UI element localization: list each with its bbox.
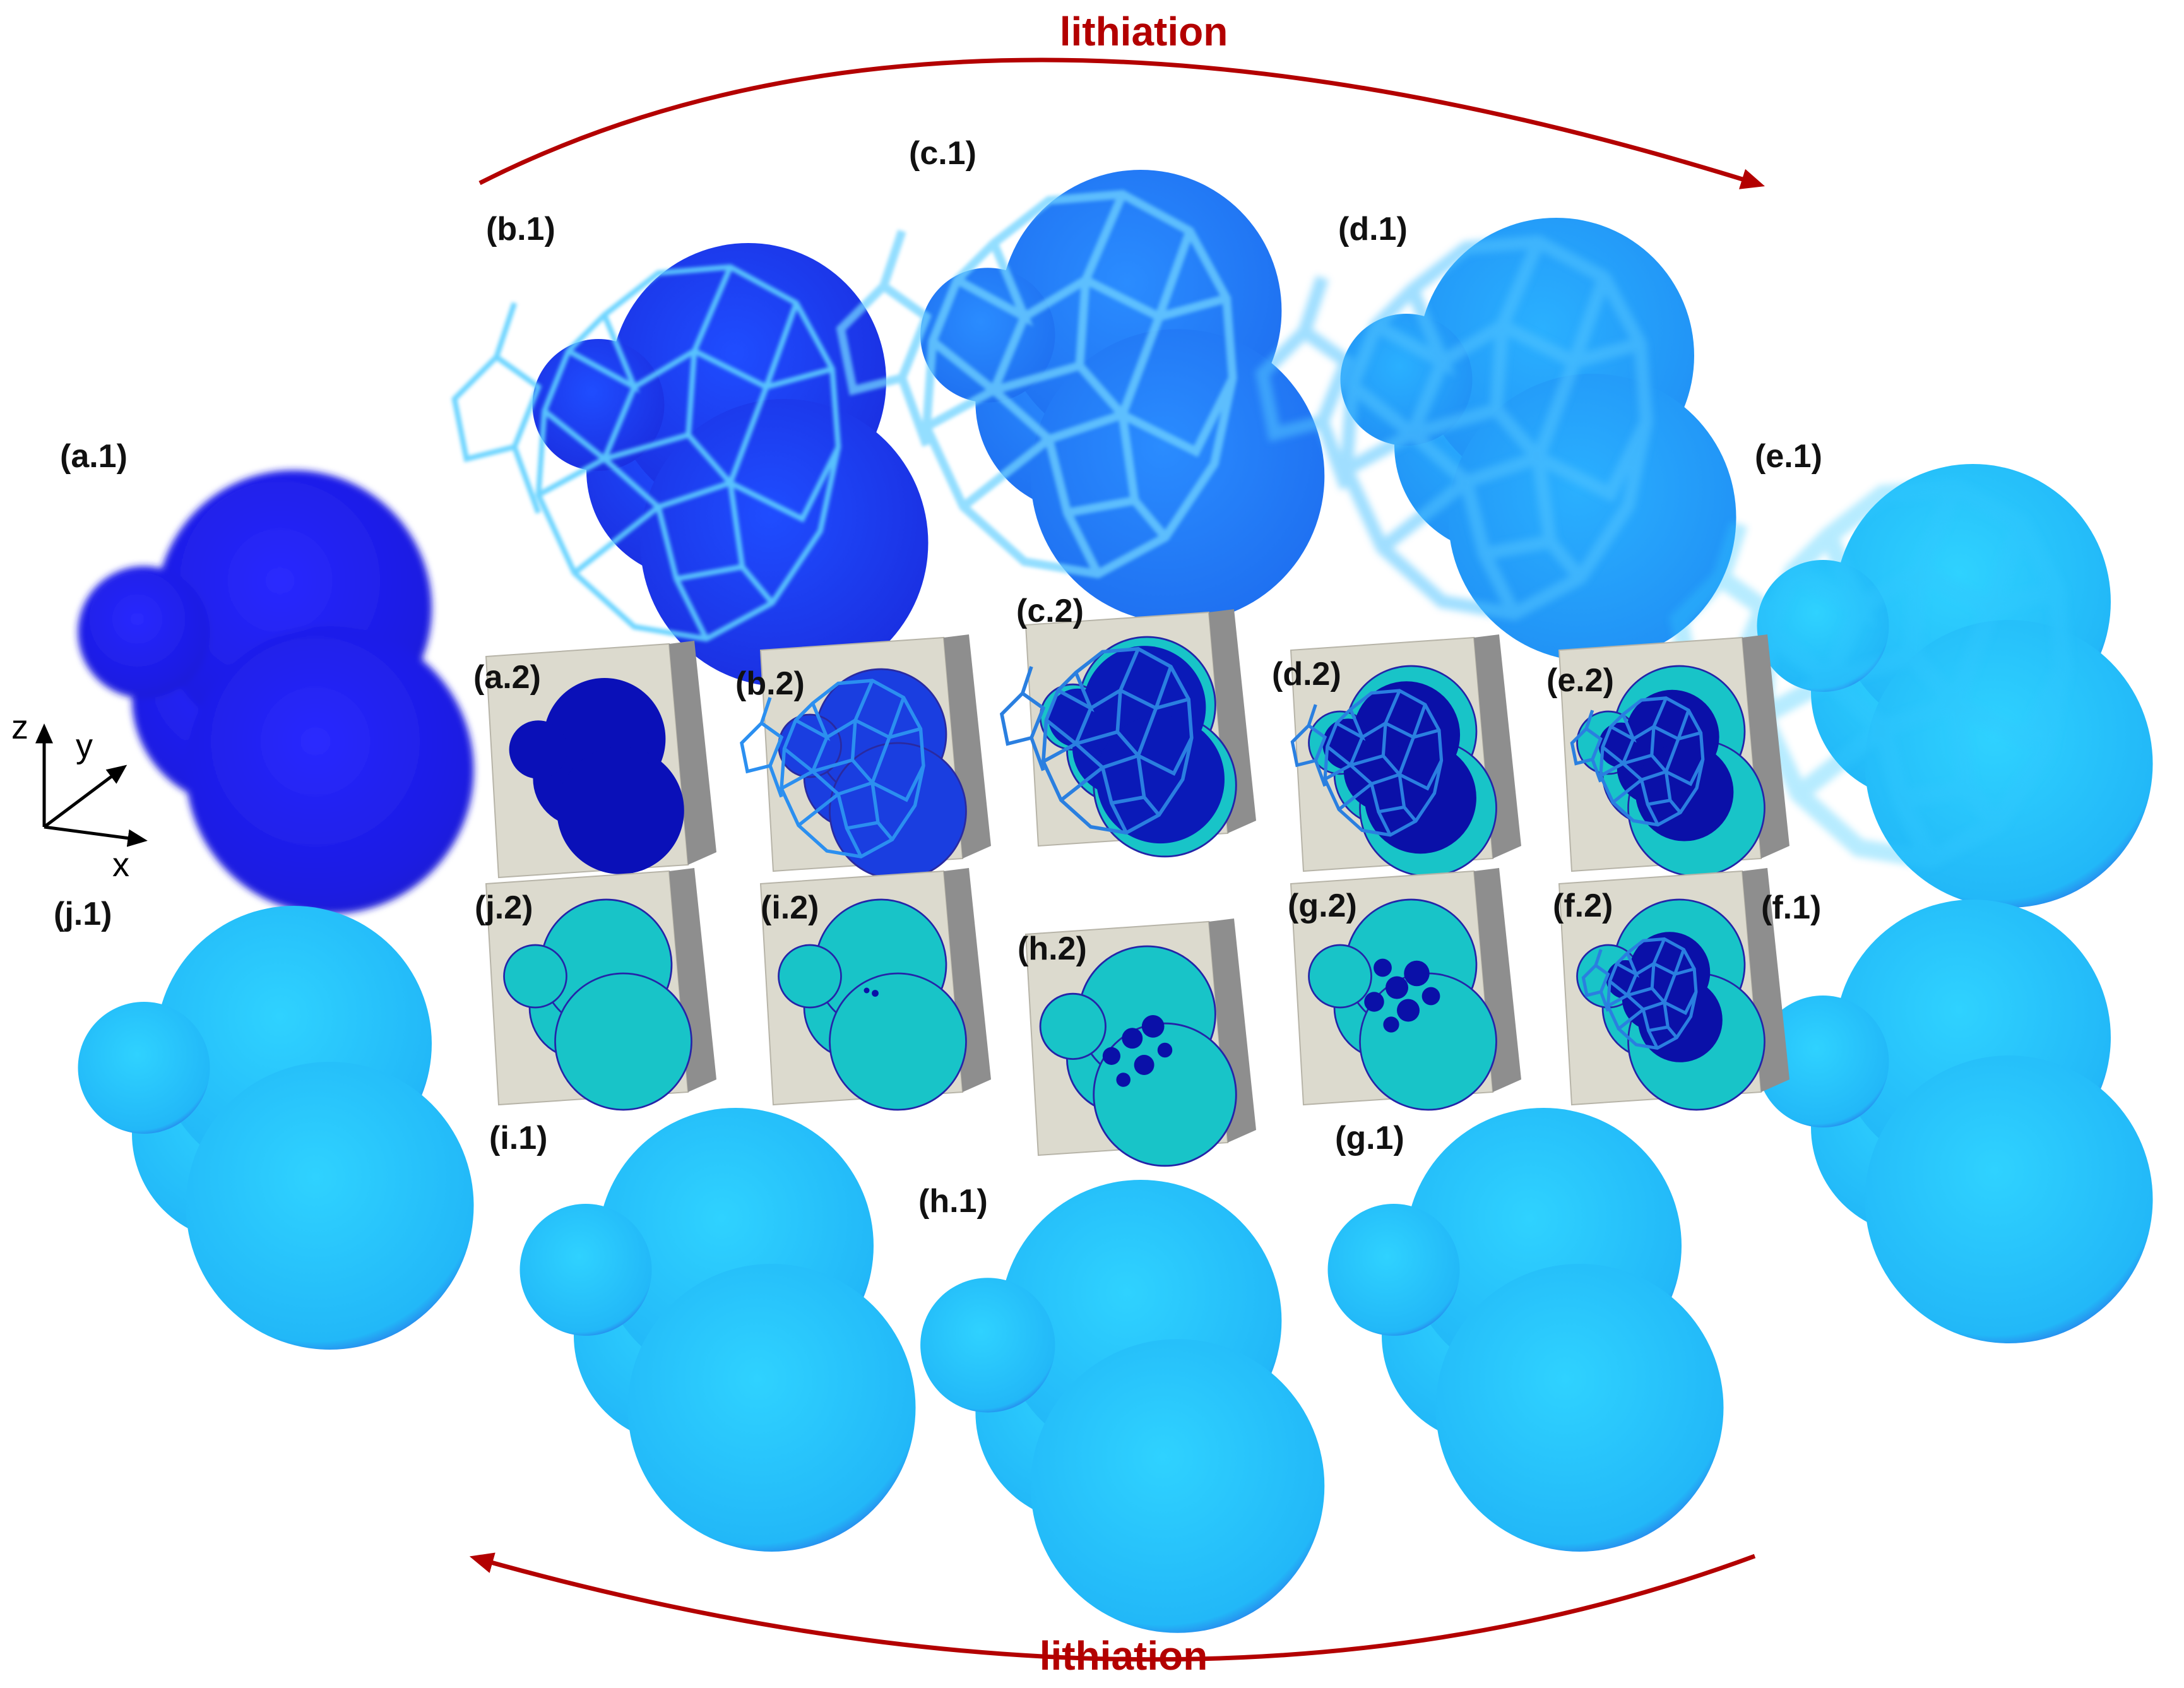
particle-a1 xyxy=(78,470,474,914)
label-f1: (f.1) xyxy=(1761,889,1821,926)
axes-triad: z y x xyxy=(11,708,148,884)
label-g2: (g.2) xyxy=(1288,888,1357,924)
label-c2: (c.2) xyxy=(1016,593,1084,629)
particle-f1 xyxy=(1757,900,2153,1343)
label-b1: (b.1) xyxy=(486,211,555,247)
label-a1: (a.1) xyxy=(60,438,128,475)
particle-g1 xyxy=(1327,1108,1724,1552)
label-c1: (c.1) xyxy=(909,135,976,172)
top-arrow-label: lithiation xyxy=(1060,9,1228,54)
slice-h2 xyxy=(1025,918,1257,1167)
label-e1: (e.1) xyxy=(1755,438,1822,475)
bottom-lithiation-arrow xyxy=(469,1552,1756,1662)
label-j1: (j.1) xyxy=(54,896,112,932)
label-d1: (d.1) xyxy=(1338,211,1408,247)
particle-j1 xyxy=(78,906,474,1350)
slice-g2 xyxy=(1290,867,1522,1111)
particle-d1 xyxy=(1262,218,1736,662)
slice-c2 xyxy=(1002,609,1257,858)
slice-i2 xyxy=(760,867,992,1111)
label-a2: (a.2) xyxy=(473,659,541,696)
label-d2: (d.2) xyxy=(1272,656,1341,692)
label-h1: (h.1) xyxy=(918,1183,988,1220)
axis-y-label: y xyxy=(76,727,93,765)
axis-z-label: z xyxy=(11,708,28,746)
label-f2: (f.2) xyxy=(1553,888,1613,924)
label-h2: (h.2) xyxy=(1018,930,1087,967)
label-i2: (i.2) xyxy=(761,889,819,926)
particle-i1 xyxy=(519,1108,916,1552)
label-e2: (e.2) xyxy=(1546,662,1614,699)
label-g1: (g.1) xyxy=(1335,1120,1404,1156)
top-lithiation-arrow xyxy=(478,57,1766,189)
label-b2: (b.2) xyxy=(735,665,805,702)
label-i1: (i.1) xyxy=(489,1120,547,1156)
particle-h1 xyxy=(920,1180,1325,1633)
label-j2: (j.2) xyxy=(475,889,533,926)
bottom-arrow-label: lithiation xyxy=(1040,1633,1208,1679)
axis-x-label: x xyxy=(112,846,129,884)
